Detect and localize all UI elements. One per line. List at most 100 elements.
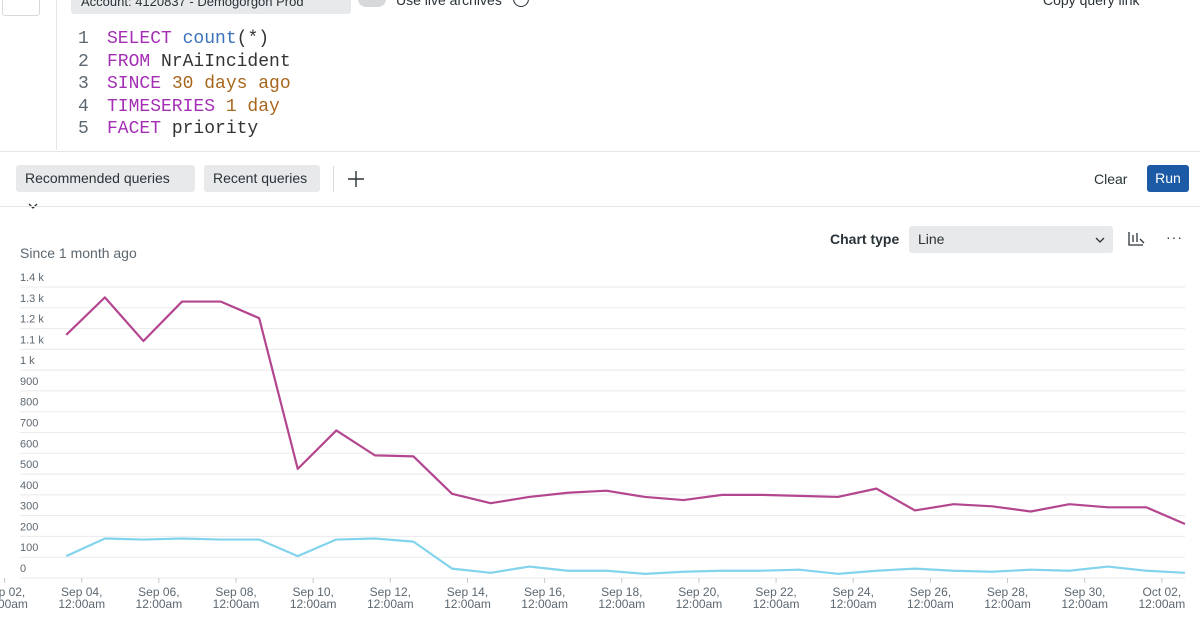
chevron-icon <box>28 203 38 209</box>
x-tick-label-line: Sep 06, <box>138 585 179 599</box>
divider <box>0 151 1200 152</box>
x-tick-label-line: 12:00am <box>598 597 645 611</box>
query-line: 4 TIMESERIES 1 day <box>78 97 291 120</box>
x-tick-label-line: Sep 16, <box>524 585 565 599</box>
recent-label: Recent queries <box>213 170 308 186</box>
x-tick-label-line: Oct 02, <box>1143 585 1182 599</box>
clear-button[interactable]: Clear <box>1094 171 1128 187</box>
separator <box>333 166 334 192</box>
ai-button[interactable] <box>2 0 40 16</box>
query-token: TIMESERIES <box>107 96 226 117</box>
more-icon[interactable]: ··· <box>1142 0 1159 6</box>
query-token: 1 day <box>225 96 280 117</box>
line-number: 3 <box>78 74 89 94</box>
x-tick-label: Sep 20, 12:00am <box>676 585 723 611</box>
chart-type-label: Chart type <box>830 231 900 247</box>
query-token: NrAiIncident <box>161 51 291 72</box>
series-line <box>65 537 1186 575</box>
info-icon[interactable] <box>513 0 529 7</box>
x-tick-label: Sep 04, 12:00am <box>58 585 105 611</box>
x-tick-label: Sep 16, 12:00am <box>521 585 568 611</box>
y-tick-label: 600 <box>20 438 38 450</box>
query-token: priority <box>171 119 259 139</box>
chart-settings-icon[interactable] <box>1127 231 1145 247</box>
x-tick-label-line: 12:00am <box>0 597 28 611</box>
x-tick-label-line: Sep 30, <box>1064 585 1105 599</box>
query-token: count <box>182 29 237 49</box>
x-tick-label: Sep 06, 12:00am <box>136 585 183 611</box>
x-tick-label-line: Sep 20, <box>678 585 719 599</box>
x-tick-label-line: Sep 08, <box>215 585 256 599</box>
run-button[interactable]: Run <box>1147 165 1189 192</box>
query-line: 2 FROM NrAiIncident <box>78 52 291 75</box>
y-tick-label: 1.3 k <box>20 293 44 305</box>
x-tick-label: Sep 30, 12:00am <box>1061 585 1108 611</box>
copy-query-link[interactable]: Copy query link <box>1043 0 1140 8</box>
query-line: 3 SINCE 30 days ago <box>78 74 291 97</box>
x-tick-label-line: Sep 22, <box>755 585 796 599</box>
x-tick-label-line: Sep 26, <box>910 585 951 599</box>
x-tick-label-line: 12:00am <box>367 597 414 611</box>
x-tick-label: Sep 10, 12:00am <box>290 585 337 611</box>
query-token: SELECT <box>107 29 183 49</box>
account-picker[interactable]: Account: 4120837 - Demogorgon Prod <box>71 0 351 14</box>
x-tick-label-line: Sep 14, <box>447 585 488 599</box>
divider <box>0 206 1200 207</box>
x-tick-label-line: 12:00am <box>830 597 877 611</box>
x-tick-label-line: 12:00am <box>58 597 105 611</box>
x-tick-label: Sep 28, 12:00am <box>984 585 1031 611</box>
x-tick-label: Oct 02, 12:00am <box>1139 585 1186 611</box>
x-tick-label: Sep 02,12:00am <box>0 585 28 611</box>
live-archives-toggle[interactable] <box>358 0 386 7</box>
y-tick-label: 500 <box>20 459 38 471</box>
x-tick-label-line: 12:00am <box>136 597 183 611</box>
chart-type-select[interactable]: Line <box>909 226 1113 253</box>
y-tick-label: 800 <box>20 397 38 409</box>
query-token: FROM <box>107 51 162 72</box>
chevron-icon <box>1095 237 1105 243</box>
add-icon[interactable] <box>347 170 365 188</box>
x-tick-label: Sep 22, 12:00am <box>753 585 800 611</box>
x-tick-label: Sep 26, 12:00am <box>907 585 954 611</box>
chart-more-icon[interactable]: ··· <box>1166 229 1183 245</box>
query-editor[interactable]: 1 SELECT count(*) 2 FROM NrAiIncident 3 SINCE… <box>78 29 291 142</box>
query-token: FACET <box>107 119 172 139</box>
y-tick-label: 1.2 k <box>20 314 44 326</box>
y-tick-label: 400 <box>20 480 38 492</box>
query-token: (*) <box>236 29 270 49</box>
x-tick-label-line: Sep 04, <box>61 585 102 599</box>
x-tick-label-line: Sep 12, <box>370 585 411 599</box>
x-tick-label-line: Sep 02, <box>0 585 25 599</box>
y-tick-label: 900 <box>20 376 38 388</box>
live-archives-label: Use live archives <box>396 0 502 8</box>
x-tick-label-line: 12:00am <box>984 597 1031 611</box>
x-tick-label-line: Sep 28, <box>987 585 1028 599</box>
y-tick-label: 700 <box>20 418 38 430</box>
recommended-queries[interactable]: Recommended queries <box>16 165 195 209</box>
y-tick-label: 1.4 k <box>20 272 44 284</box>
line-number: 2 <box>78 51 89 72</box>
x-tick-label-line: 12:00am <box>213 597 260 611</box>
y-tick-label: 200 <box>20 521 38 533</box>
x-tick-label-line: 12:00am <box>907 597 954 611</box>
x-tick-label-line: Sep 24, <box>833 585 874 599</box>
x-tick-label: Sep 12, 12:00am <box>367 585 414 611</box>
chart-type-value: Line <box>918 231 945 247</box>
x-tick-label-line: 12:00am <box>521 597 568 611</box>
query-line: 1 SELECT count(*) <box>78 29 291 52</box>
editor-gutter-line <box>56 0 57 150</box>
account-label: Account: 4120837 - Demogorgon Prod <box>81 0 304 9</box>
y-tick-label: 1.1 k <box>20 334 44 346</box>
x-tick-label: Sep 24, 12:00am <box>830 585 877 611</box>
y-tick-label: 100 <box>20 542 38 554</box>
recommended-label: Recommended queries <box>25 170 170 186</box>
recent-queries[interactable]: Recent queries <box>204 165 320 192</box>
x-tick-label-line: Sep 10, <box>292 585 333 599</box>
query-token: SINCE <box>107 74 172 94</box>
query-line: 5 FACET priority <box>78 119 291 142</box>
run-label: Run <box>1155 170 1181 186</box>
x-tick-label-line: 12:00am <box>676 597 723 611</box>
chart: 0 100 200 300 400 500 600 700 800 900 1 k 1.1 k 1.2 … <box>0 272 1186 611</box>
x-tick-label-line: 12:00am <box>1061 597 1108 611</box>
